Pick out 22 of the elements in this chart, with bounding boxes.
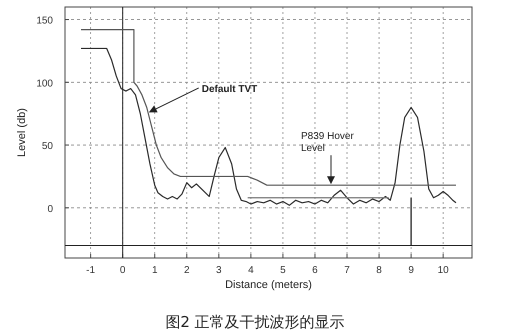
y-tick-label: 50 (42, 141, 54, 152)
y-tick-label: 150 (36, 16, 54, 27)
x-tick-label: 10 (438, 265, 450, 276)
y-axis-title: Level (db) (16, 108, 28, 157)
annotation: Default TVT (202, 84, 258, 95)
x-tick-label: 7 (344, 265, 350, 276)
x-axis-title: Distance (meters) (225, 279, 312, 291)
x-tick-label: 8 (376, 265, 382, 276)
y-tick-label: 0 (47, 204, 54, 215)
x-tick-label: 1 (152, 265, 158, 276)
annotation: P839 Hover Level (300, 131, 354, 154)
x-tick-label: 4 (248, 265, 254, 276)
x-tick-label: 6 (312, 265, 318, 276)
x-tick-label: 9 (408, 265, 414, 276)
x-tick-label: 5 (280, 265, 286, 276)
y-tick-label: 100 (36, 78, 54, 90)
x-tick-label: 3 (216, 265, 222, 276)
x-tick-label: -1 (86, 265, 96, 276)
x-tick-label: 0 (120, 265, 126, 276)
x-tick-label: 2 (184, 265, 190, 276)
caption: 图2 正常及干扰波形的显示 (165, 313, 345, 331)
line-series (80, 28, 457, 186)
